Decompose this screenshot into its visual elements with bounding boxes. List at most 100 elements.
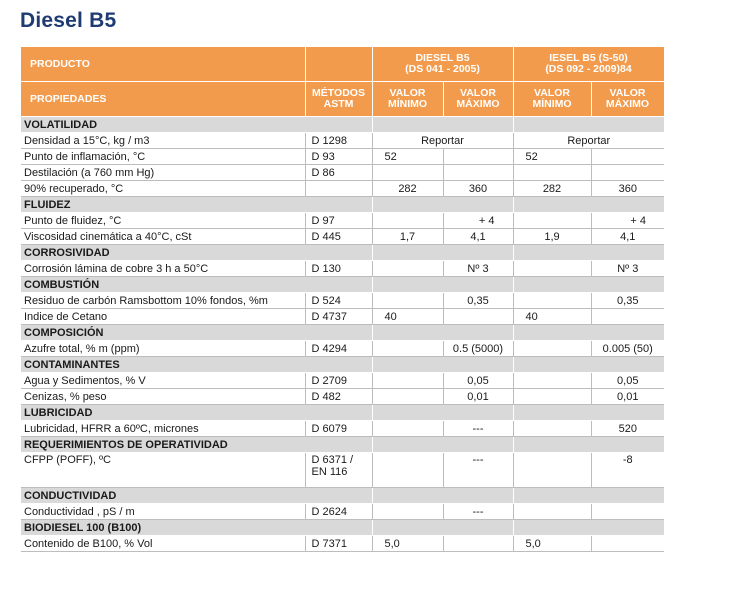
property-cell: CFPP (POFF), ºC: [21, 452, 306, 488]
section-label: CONDUCTIVIDAD: [21, 487, 373, 504]
method-cell: D 7371: [305, 535, 373, 552]
method-cell: D 130: [305, 260, 373, 277]
method-cell: D 86: [305, 164, 373, 181]
header-diesel-b5-norm: (DS 041 - 2005): [405, 63, 480, 75]
header-metodos-label: MÉTODOS: [312, 87, 365, 99]
section-fill: [513, 244, 665, 261]
method-line-2: EN 116: [311, 466, 348, 478]
value-min-1: [372, 503, 444, 520]
property-cell: Residuo de carbón Ramsbottom 10% fondos,…: [21, 292, 306, 309]
value-min-1: [372, 212, 444, 229]
header-astm-label: ASTM: [323, 98, 354, 110]
property-cell: Densidad a 15°C, kg / m3: [21, 132, 306, 149]
value-max-2: 0,35: [591, 292, 665, 309]
value-max-2: [591, 308, 665, 325]
header-diesel-b5: DIESEL B5 (DS 041 - 2005): [372, 47, 514, 82]
section-label: COMPOSICIÓN: [21, 324, 373, 341]
property-cell: Azufre total, % m (ppm): [21, 340, 306, 357]
value-min-2: [513, 372, 592, 389]
method-cell: D 2624: [305, 503, 373, 520]
value-min-1: [372, 452, 444, 488]
value-min-2: [513, 452, 592, 488]
section-lubricidad: LUBRICIDAD: [21, 404, 665, 421]
section-fill: [372, 356, 514, 373]
value-min-2: [513, 340, 592, 357]
value-max-2: 4,1: [591, 228, 665, 245]
method-cell: D 6079: [305, 420, 373, 437]
property-cell: Corrosión lámina de cobre 3 h a 50°C: [21, 260, 306, 277]
specifications-table: PRODUCTO DIESEL B5 (DS 041 - 2005) IESEL …: [21, 47, 665, 552]
header-propiedades: PROPIEDADES: [21, 81, 306, 117]
value-min-2: [513, 420, 592, 437]
section-fill: [372, 324, 514, 341]
value-max-2: [591, 148, 665, 165]
value-min-1: [372, 164, 444, 181]
value-min-2: 1,9: [513, 228, 592, 245]
value-min-2: [513, 260, 592, 277]
value-min-1: [372, 372, 444, 389]
table-row-carbon: Residuo de carbón Ramsbottom 10% fondos,…: [21, 292, 665, 309]
section-label: REQUERIMIENTOS DE OPERATIVIDAD: [21, 436, 373, 453]
table-row-lubricidad: Lubricidad, HFRR a 60ºC, micrones D 6079…: [21, 420, 665, 437]
value-max-2: [591, 164, 665, 181]
property-cell: Destilación (a 760 mm Hg): [21, 164, 306, 181]
method-line-1: D 6371 /: [311, 454, 354, 466]
value-max-1: [443, 164, 514, 181]
property-cell: Agua y Sedimentos, % V: [21, 372, 306, 389]
method-cell: [305, 180, 373, 197]
value-min-1: 40: [372, 308, 444, 325]
value-max-1: 0,05: [443, 372, 514, 389]
value-max-2: 0,01: [591, 388, 665, 405]
section-fill: [372, 436, 514, 453]
value-max-2: 0.005 (50): [591, 340, 665, 357]
table-row-conductividad: Conductividad , pS / m D 2624 ---: [21, 503, 665, 520]
section-contaminantes: CONTAMINANTES: [21, 356, 665, 373]
value-max-1: 0,35: [443, 292, 514, 309]
value-max-1: ---: [443, 503, 514, 520]
value-min-1: [372, 388, 444, 405]
method-cell: D 482: [305, 388, 373, 405]
value-min-1: 52: [372, 148, 444, 165]
property-cell: Conductividad , pS / m: [21, 503, 306, 520]
table-row-punto-fluidez: Punto de fluidez, °C D 97 + 4 + 4: [21, 212, 665, 229]
method-cell: D 4737: [305, 308, 373, 325]
value-max-1: [443, 148, 514, 165]
value-min-1: [372, 340, 444, 357]
value-min-2: 52: [513, 148, 592, 165]
header-row-products: PRODUCTO DIESEL B5 (DS 041 - 2005) IESEL …: [21, 47, 665, 82]
value-min-1: [372, 260, 444, 277]
header-blank: [305, 47, 373, 82]
section-operatividad: REQUERIMIENTOS DE OPERATIVIDAD: [21, 436, 665, 453]
table-row-viscosidad: Viscosidad cinemática a 40°C, cSt D 445 …: [21, 228, 665, 245]
table-row-agua: Agua y Sedimentos, % V D 2709 0,05 0,05: [21, 372, 665, 389]
value-max-1: 4,1: [443, 228, 514, 245]
value-min-2: 282: [513, 180, 592, 197]
method-cell: D 445: [305, 228, 373, 245]
section-fill: [513, 116, 665, 133]
value-max-2: + 4: [591, 212, 665, 229]
header-valor-maximo-2: VALOR MÁXIMO: [591, 81, 665, 117]
section-fill: [372, 244, 514, 261]
header-maximo-label: MÁXIMO: [605, 98, 650, 110]
section-fill: [372, 196, 514, 213]
header-row-properties: PROPIEDADES MÉTODOS ASTM VALOR MÍNIMO VALO…: [21, 81, 665, 117]
value-min-1: [372, 420, 444, 437]
section-fluidez: FLUIDEZ: [21, 196, 665, 213]
header-iesel-b5-name: IESEL B5 (S-50): [549, 52, 628, 64]
section-fill: [513, 487, 665, 504]
header-diesel-b5-name: DIESEL B5: [415, 52, 470, 64]
value-max-1: 0,01: [443, 388, 514, 405]
value-max-2: 0,05: [591, 372, 665, 389]
table-row-cfpp: CFPP (POFF), ºC D 6371 /EN 116 --- -8: [21, 452, 665, 488]
value-min-2: [513, 212, 592, 229]
property-cell: Cenizas, % peso: [21, 388, 306, 405]
value-min-2: [513, 388, 592, 405]
value-max-2: -8: [591, 452, 665, 488]
section-biodiesel: BIODIESEL 100 (B100): [21, 519, 665, 536]
section-fill: [513, 404, 665, 421]
value-max-1: + 4: [443, 212, 514, 229]
page-title: Diesel B5: [20, 9, 117, 32]
value-max-1: 0.5 (5000): [443, 340, 514, 357]
value-min-1: 5,0: [372, 535, 444, 552]
value-reportar-2: Reportar: [513, 132, 665, 149]
